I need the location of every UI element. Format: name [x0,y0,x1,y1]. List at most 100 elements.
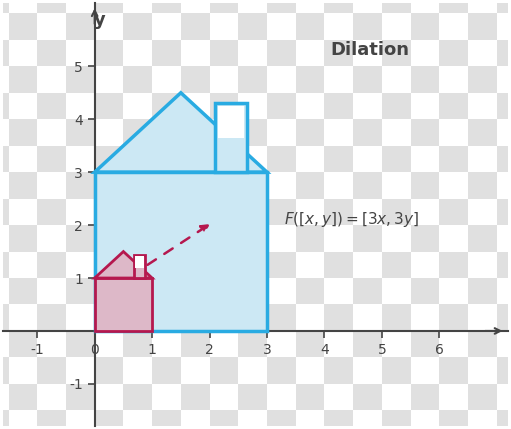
Bar [353,225,382,251]
Bar [9,225,37,251]
Bar [410,384,439,411]
Bar [238,172,267,199]
Bar [95,357,123,384]
Bar [296,119,324,146]
Bar [267,199,296,225]
Bar [238,331,267,357]
Bar [324,251,353,278]
Bar [439,40,468,66]
Bar [181,331,210,357]
Bar [95,251,123,278]
Bar [66,172,95,199]
Bar [238,119,267,146]
Bar [152,357,181,384]
Bar [324,93,353,119]
Bar [468,384,497,411]
Bar [0,251,9,278]
Bar [296,225,324,251]
Bar [66,331,95,357]
Bar [37,357,66,384]
Polygon shape [218,106,244,138]
Bar [181,119,210,146]
Bar [324,305,353,331]
Bar [210,411,238,429]
Bar [37,40,66,66]
Bar [37,0,66,13]
Bar [181,278,210,305]
Bar [324,199,353,225]
Bar [210,0,238,13]
Bar [439,411,468,429]
Bar [497,93,511,119]
Bar [9,13,37,40]
Bar [382,357,410,384]
Bar [37,93,66,119]
Bar [382,93,410,119]
Bar [37,411,66,429]
Bar [95,146,123,172]
Bar [353,66,382,93]
Bar [296,278,324,305]
Bar [267,40,296,66]
Bar [37,199,66,225]
Bar [296,66,324,93]
Bar [9,119,37,146]
Bar [410,278,439,305]
Bar [497,305,511,331]
Bar [497,146,511,172]
Bar [238,278,267,305]
Bar [66,384,95,411]
Bar [66,225,95,251]
Bar [382,40,410,66]
Bar [353,384,382,411]
Bar [497,0,511,13]
Bar [439,305,468,331]
Text: $F([x, y]) = [3x, 3y]$: $F([x, y]) = [3x, 3y]$ [284,210,420,229]
Bar [37,251,66,278]
Bar [353,172,382,199]
Bar [238,384,267,411]
Polygon shape [134,255,145,278]
Bar [324,0,353,13]
Bar [152,146,181,172]
Bar [37,305,66,331]
Bar [66,13,95,40]
Bar [353,331,382,357]
Bar [0,305,9,331]
Bar [410,225,439,251]
Bar [152,251,181,278]
Bar [324,40,353,66]
Bar [497,199,511,225]
Bar [210,93,238,119]
Bar [497,40,511,66]
Bar [0,0,9,13]
Bar [439,93,468,119]
Bar [324,357,353,384]
Bar [468,13,497,40]
Bar [123,384,152,411]
Bar [267,251,296,278]
Polygon shape [95,93,267,172]
Bar [353,278,382,305]
Bar [410,13,439,40]
Bar [0,40,9,66]
Bar [267,411,296,429]
Bar [324,411,353,429]
Bar [152,199,181,225]
Bar [95,199,123,225]
Bar [95,40,123,66]
Bar [382,411,410,429]
Bar [468,278,497,305]
Bar [439,251,468,278]
Bar [9,278,37,305]
Bar [123,66,152,93]
Bar [382,199,410,225]
Bar [181,225,210,251]
Bar [267,146,296,172]
Bar [181,172,210,199]
Bar [123,278,152,305]
Bar [267,93,296,119]
Bar [296,331,324,357]
Bar [181,13,210,40]
Bar [95,411,123,429]
